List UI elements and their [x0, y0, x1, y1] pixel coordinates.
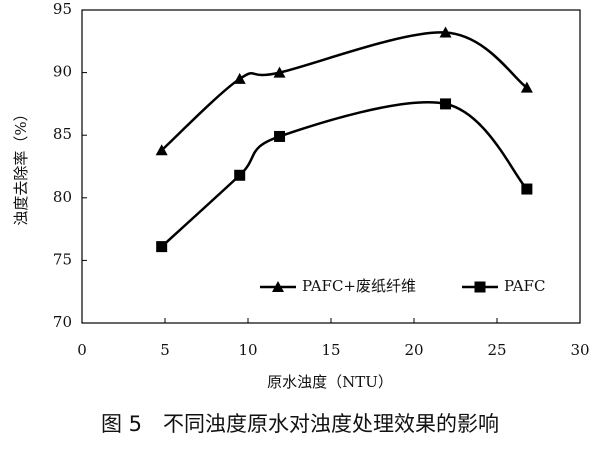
x-axis-label: 原水浊度（NTU） — [267, 373, 393, 391]
x-tick-label: 5 — [160, 341, 170, 359]
y-tick-label: 70 — [53, 313, 72, 331]
marker — [274, 130, 286, 142]
x-tick-label: 15 — [321, 341, 340, 359]
x-tick-label: 25 — [487, 341, 506, 359]
marker — [273, 66, 286, 78]
x-tick-label: 30 — [570, 341, 589, 359]
y-tick-label: 90 — [53, 63, 72, 81]
series-line — [160, 31, 528, 152]
series-line — [160, 101, 528, 248]
marker — [156, 241, 168, 253]
x-tick-label: 20 — [404, 341, 423, 359]
marker — [234, 169, 246, 181]
x-tick-label: 10 — [238, 341, 257, 359]
legend-label: PAFC+废纸纤维 — [302, 277, 416, 295]
y-tick-label: 95 — [53, 0, 72, 18]
marker — [521, 183, 533, 195]
y-tick-label: 80 — [53, 188, 72, 206]
y-axis-label: 浊度去除率（%） — [12, 106, 30, 225]
y-tick-label: 75 — [53, 250, 72, 268]
legend-label: PAFC — [504, 277, 545, 295]
marker — [520, 81, 533, 93]
x-tick-label: 0 — [77, 341, 87, 359]
marker — [439, 26, 452, 38]
legend-marker — [272, 281, 284, 292]
caption: 图 5 不同浊度原水对浊度处理效果的影响 — [101, 412, 499, 436]
marker — [155, 144, 168, 156]
legend-marker — [474, 281, 486, 293]
marker — [233, 72, 246, 84]
y-tick-label: 85 — [53, 125, 72, 143]
marker — [440, 98, 452, 110]
